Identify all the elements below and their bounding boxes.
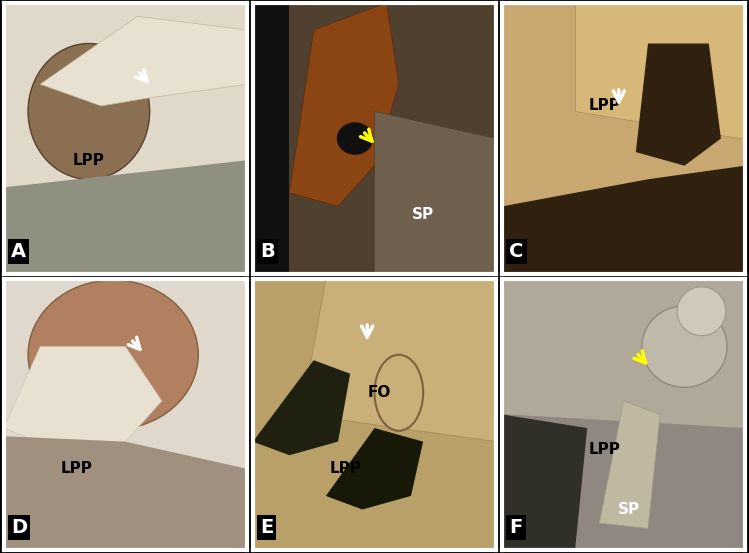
Text: B: B xyxy=(260,242,275,260)
Polygon shape xyxy=(253,360,351,455)
Text: LPP: LPP xyxy=(61,461,93,476)
Polygon shape xyxy=(302,279,496,442)
Polygon shape xyxy=(636,44,721,166)
Text: FO: FO xyxy=(368,385,391,400)
Ellipse shape xyxy=(677,287,726,336)
Polygon shape xyxy=(4,279,247,482)
Text: SP: SP xyxy=(412,207,434,222)
Ellipse shape xyxy=(28,44,150,179)
Polygon shape xyxy=(4,3,247,206)
Text: LPP: LPP xyxy=(588,442,620,457)
Ellipse shape xyxy=(28,280,198,430)
Ellipse shape xyxy=(337,122,373,155)
Ellipse shape xyxy=(374,354,423,431)
Text: LPP: LPP xyxy=(588,98,620,113)
Text: F: F xyxy=(509,518,523,536)
Ellipse shape xyxy=(642,306,727,387)
Polygon shape xyxy=(4,347,162,447)
Text: E: E xyxy=(260,518,273,536)
Text: C: C xyxy=(509,242,524,260)
Polygon shape xyxy=(502,279,745,428)
Polygon shape xyxy=(599,401,660,529)
Text: LPP: LPP xyxy=(73,153,105,168)
Polygon shape xyxy=(502,279,745,550)
Text: D: D xyxy=(11,518,27,536)
Text: A: A xyxy=(11,242,26,260)
Polygon shape xyxy=(253,279,496,550)
Polygon shape xyxy=(4,160,247,274)
Polygon shape xyxy=(40,17,247,106)
Polygon shape xyxy=(289,3,398,206)
Polygon shape xyxy=(575,3,745,139)
Text: SP: SP xyxy=(617,502,640,517)
Text: LPP: LPP xyxy=(330,461,361,476)
Polygon shape xyxy=(4,436,247,550)
Polygon shape xyxy=(502,166,745,274)
Polygon shape xyxy=(326,428,423,509)
Polygon shape xyxy=(502,3,745,274)
Polygon shape xyxy=(502,415,587,550)
Polygon shape xyxy=(253,3,289,274)
Polygon shape xyxy=(374,111,496,274)
